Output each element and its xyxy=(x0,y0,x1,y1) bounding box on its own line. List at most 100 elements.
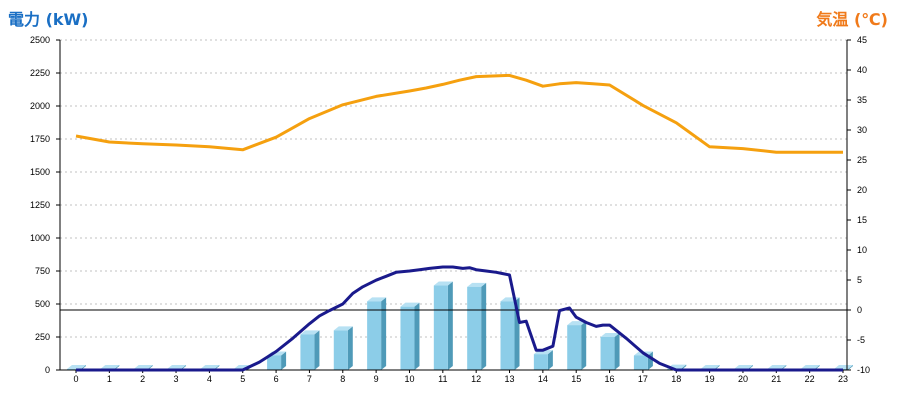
bar-side xyxy=(447,281,453,370)
bar-top xyxy=(733,365,753,369)
bar-front xyxy=(633,355,648,370)
bar-top xyxy=(167,365,187,369)
x-tick-label: 5 xyxy=(240,374,245,384)
bar-front xyxy=(300,334,315,370)
right-axis-title: 気温 (℃) xyxy=(816,10,888,29)
bar-top xyxy=(800,365,820,369)
left-tick-label: 2250 xyxy=(30,68,50,78)
bar-side xyxy=(381,297,387,370)
bar-front xyxy=(533,354,548,370)
bar xyxy=(500,297,520,370)
x-tick-label: 11 xyxy=(438,374,447,384)
bar-front xyxy=(500,301,515,370)
right-tick-label: 25 xyxy=(857,155,867,165)
x-tick-label: 1 xyxy=(107,374,112,384)
left-axis-title: 電力 (kW) xyxy=(8,10,89,29)
bar-side xyxy=(847,365,853,370)
x-tick-label: 21 xyxy=(771,374,781,384)
bar-top xyxy=(467,282,487,287)
right-tick-label: 5 xyxy=(857,275,862,285)
left-tick-label: 750 xyxy=(35,266,50,276)
x-tick-label: 0 xyxy=(73,374,78,384)
bar-top xyxy=(833,365,853,369)
x-tick-label: 19 xyxy=(705,374,715,384)
bars-layer xyxy=(67,281,853,370)
x-tick-label: 22 xyxy=(805,374,815,384)
bar-top xyxy=(700,365,720,369)
right-tick-label: 10 xyxy=(857,245,867,255)
x-tick-label: 4 xyxy=(207,374,212,384)
right-tick-label: 0 xyxy=(857,305,862,315)
bar xyxy=(433,281,453,370)
bar-top xyxy=(300,330,320,335)
right-tick-label: 35 xyxy=(857,95,867,105)
x-tick-label: 9 xyxy=(374,374,379,384)
axes-layer xyxy=(56,39,851,373)
bar xyxy=(567,321,587,370)
bar-front xyxy=(367,301,382,370)
right-tick-label: 20 xyxy=(857,185,867,195)
bar-top xyxy=(333,326,353,331)
x-tick-label: 8 xyxy=(340,374,345,384)
x-tick-label: 15 xyxy=(571,374,581,384)
bar-front xyxy=(567,325,582,370)
bar-front xyxy=(267,355,282,370)
bar-front xyxy=(400,306,415,370)
bar-top xyxy=(567,321,587,326)
bar-top xyxy=(367,297,387,302)
right-tick-label: 45 xyxy=(857,35,867,45)
x-tick-label: 6 xyxy=(274,374,279,384)
x-tick-label: 10 xyxy=(404,374,414,384)
right-tick-label: 40 xyxy=(857,65,867,75)
bar-top xyxy=(433,281,453,286)
labels-layer: 02505007501000125015001750200022502500-1… xyxy=(30,35,870,384)
bar xyxy=(333,326,353,370)
bar-side xyxy=(281,351,287,370)
bar-top xyxy=(400,302,420,307)
bar-top xyxy=(133,365,153,369)
power-line xyxy=(76,265,843,372)
bar xyxy=(300,330,320,370)
left-tick-label: 500 xyxy=(35,299,50,309)
temperature-line xyxy=(75,73,843,154)
right-tick-label: 15 xyxy=(857,215,867,225)
left-tick-label: 2500 xyxy=(30,35,50,45)
bar-top xyxy=(100,365,120,369)
right-tick-label: -5 xyxy=(857,335,865,345)
x-tick-label: 13 xyxy=(505,374,515,384)
x-tick-label: 23 xyxy=(838,374,848,384)
x-tick-label: 18 xyxy=(671,374,681,384)
bar-side xyxy=(581,321,587,370)
left-tick-label: 1750 xyxy=(30,134,50,144)
lines-layer xyxy=(75,73,843,372)
bar-side xyxy=(547,350,553,370)
left-tick-label: 1250 xyxy=(30,200,50,210)
left-tick-label: 1500 xyxy=(30,167,50,177)
bar-side xyxy=(481,282,487,370)
bar-side xyxy=(314,330,320,370)
x-tick-label: 16 xyxy=(605,374,615,384)
x-tick-label: 17 xyxy=(638,374,648,384)
x-tick-label: 14 xyxy=(538,374,548,384)
bar xyxy=(467,282,487,370)
bar-top xyxy=(767,365,787,369)
bar xyxy=(367,297,387,370)
bar-top xyxy=(200,365,220,369)
bar xyxy=(400,302,420,370)
bar-front xyxy=(433,285,448,370)
left-tick-label: 2000 xyxy=(30,101,50,111)
x-tick-label: 2 xyxy=(140,374,145,384)
bar-top xyxy=(67,365,86,369)
right-tick-label: -10 xyxy=(857,365,870,375)
bar-side xyxy=(347,326,353,370)
x-tick-label: 3 xyxy=(174,374,179,384)
grid-layer xyxy=(60,39,847,338)
bar xyxy=(533,350,553,370)
x-tick-label: 12 xyxy=(471,374,481,384)
bar-front xyxy=(600,337,615,370)
right-tick-label: 30 xyxy=(857,125,867,135)
x-tick-label: 7 xyxy=(307,374,312,384)
left-tick-label: 0 xyxy=(45,365,50,375)
bar-side xyxy=(414,302,420,370)
